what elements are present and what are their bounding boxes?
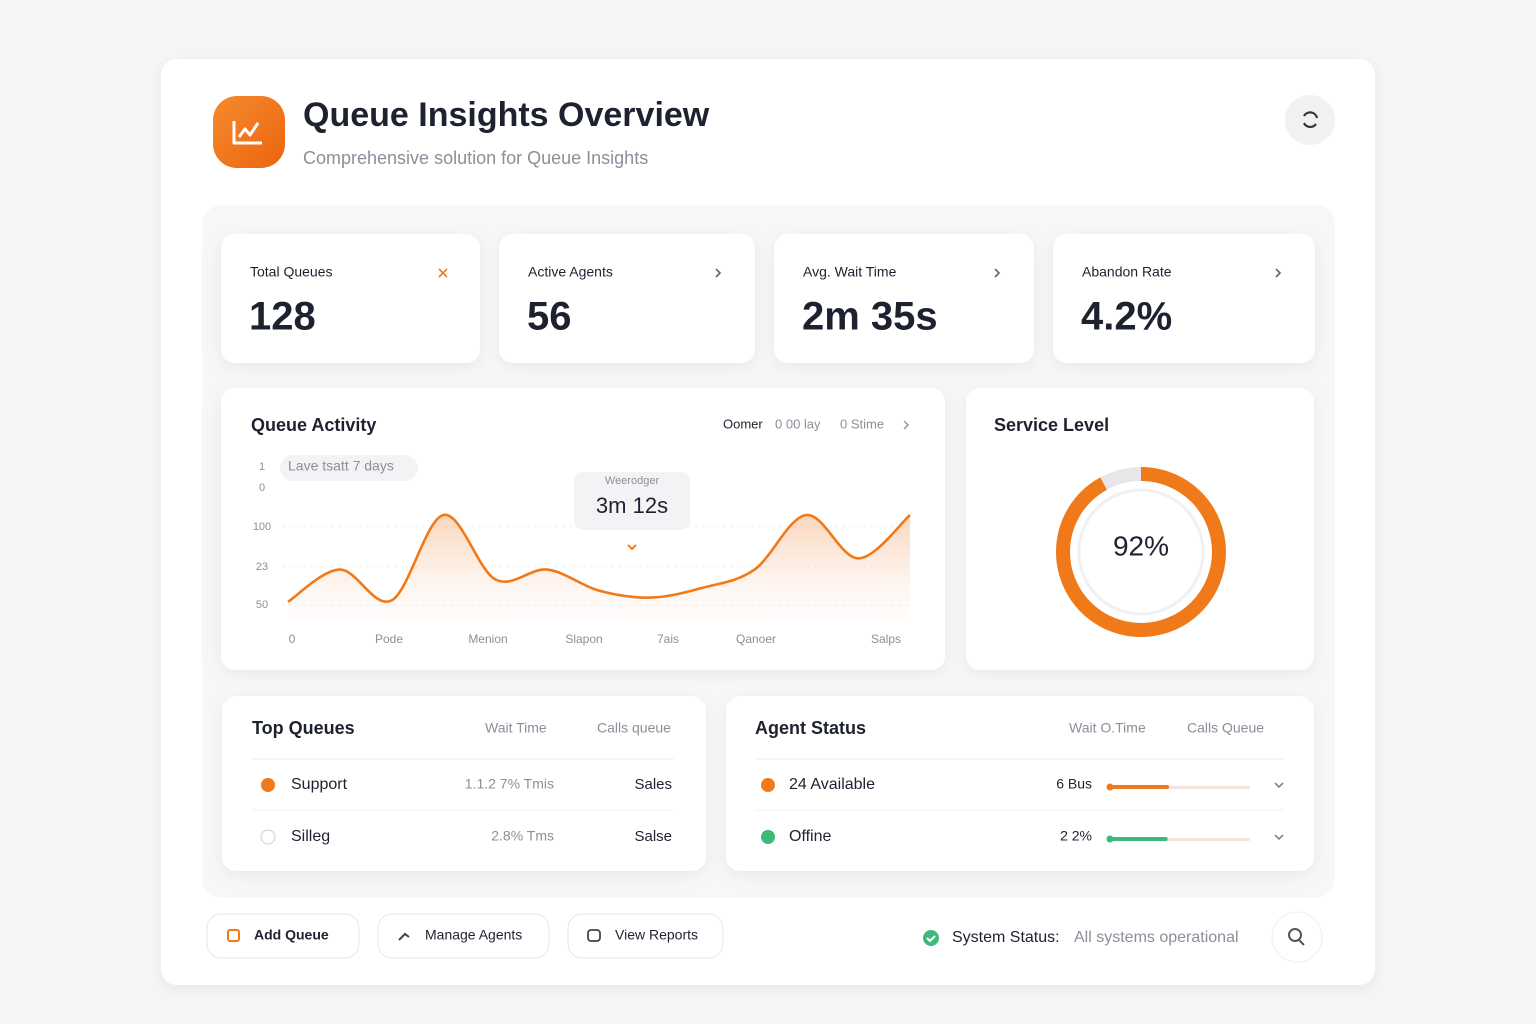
row-chevron: [1274, 782, 1284, 789]
y-tick-label: 1: [259, 461, 265, 473]
agent-label: 24 Available: [789, 776, 875, 793]
kpi-label: Avg. Wait Time: [803, 264, 897, 280]
status-label: System Status:: [952, 929, 1060, 946]
x-tick-label: Slapon: [565, 632, 602, 646]
row-chevron: [1274, 834, 1284, 841]
status-dot: [923, 930, 939, 946]
y-tick-label: 0: [259, 482, 265, 494]
x-tick-label: 0: [289, 632, 296, 646]
kpi-card: [774, 234, 1034, 363]
add-queue-button[interactable]: [206, 913, 360, 959]
agent-label: Offine: [789, 828, 832, 845]
manage-agents-button[interactable]: [377, 913, 550, 959]
button-icon: [227, 929, 240, 942]
search-button[interactable]: [1271, 911, 1323, 963]
x-tick-label: 7ais: [657, 632, 679, 646]
kpi-icon: [715, 268, 722, 278]
y-tick-label: 50: [256, 599, 268, 611]
kpi-icon: [438, 268, 448, 278]
activity-filter[interactable]: 0 00 lay: [775, 416, 821, 431]
search-icon: [1298, 939, 1305, 946]
chevron: [903, 420, 910, 430]
search-icon: [1288, 928, 1302, 942]
progress-bar: [1108, 785, 1170, 789]
button-label: View Reports: [615, 927, 698, 943]
refresh-icon: [1303, 111, 1319, 129]
agent-dot: [761, 778, 775, 792]
area: [288, 514, 910, 620]
kpi-value: 128: [249, 295, 316, 339]
queue-calls: Sales: [634, 776, 672, 793]
x-tick-label: Qanoer: [736, 632, 776, 646]
column-header[interactable]: Wait O.Time: [1069, 720, 1146, 736]
kpi-icon: [1275, 268, 1282, 278]
tooltip-caret: [627, 544, 637, 551]
column-header[interactable]: Calls Queue: [1187, 720, 1264, 736]
line: [287, 513, 911, 604]
kpi-label: Total Queues: [250, 264, 333, 280]
queue-wait: 1.1.2 7% Tmis: [465, 776, 554, 792]
kpi-value: 4.2%: [1081, 295, 1172, 339]
x-tick-label: Menion: [468, 632, 507, 646]
actions: Add Queue Manage Agents View Reports: [206, 913, 724, 959]
progress-knob: [1106, 835, 1114, 843]
refresh-button[interactable]: [1285, 95, 1335, 145]
kpi-card: [221, 234, 480, 363]
queue-name: Support: [291, 776, 348, 793]
tooltip-label: Weerodger: [605, 475, 660, 487]
agent-card: [726, 696, 1314, 871]
button-icon: [398, 932, 410, 941]
status-text: All systems operational: [1074, 929, 1239, 946]
button-label: Manage Agents: [425, 927, 522, 943]
subtitle: Comprehensive solution for Queue Insight…: [303, 148, 648, 168]
progress-knob: [1106, 783, 1114, 791]
tooltip: [574, 472, 690, 530]
x-tick-label: Pode: [375, 632, 403, 646]
status-check: [926, 935, 936, 943]
range-pill[interactable]: [280, 455, 418, 481]
activity-filter[interactable]: 0 Stime: [840, 416, 884, 431]
queue-dot: [260, 829, 276, 845]
donut-inner: [1077, 488, 1205, 616]
queue-wait: 2.8% Tms: [491, 828, 554, 844]
kpi-icon: [994, 268, 1001, 278]
column-header[interactable]: Calls queue: [597, 720, 671, 736]
x-tick-label: Salps: [871, 632, 901, 646]
kpi-label: Active Agents: [528, 264, 613, 280]
agent-value: 6 Bus: [1056, 776, 1092, 792]
button-label: Add Queue: [254, 927, 329, 943]
y-tick-label: 100: [253, 521, 271, 533]
top-queues-title: Top Queues: [252, 718, 355, 738]
title: Queue Insights Overview: [303, 96, 710, 134]
activity-title: Queue Activity: [251, 415, 376, 435]
kpi-label: Abandon Rate: [1082, 264, 1172, 280]
activity-filter[interactable]: Oomer: [723, 416, 763, 431]
range-label: Lave tsatt 7 days: [288, 458, 394, 474]
logo-icon: [232, 121, 262, 145]
kpi-card: [499, 234, 755, 363]
column-header[interactable]: Wait Time: [485, 720, 547, 736]
kpi-value: 56: [527, 295, 572, 339]
progress-bar: [1108, 837, 1168, 841]
top-queues-card: [222, 696, 706, 871]
queue-dot: [261, 778, 275, 792]
tooltip-value: 3m 12s: [596, 493, 668, 518]
kpi-card: [1053, 234, 1315, 363]
view-reports-button[interactable]: [567, 913, 724, 959]
activity-chart: 1 0 100 23 50 0 Pode Menion Slapon 7ais Qanoer Salp…: [253, 461, 911, 646]
y-tick-label: 23: [256, 561, 268, 573]
kpi-value: 2m 35s: [802, 295, 938, 339]
service-title: Service Level: [994, 415, 1109, 435]
agent-dot: [761, 830, 775, 844]
agent-value: 2 2%: [1060, 828, 1092, 844]
agent-rows: 24 Available 6 Bus Offine 2 2%: [761, 776, 1284, 845]
queue-name: Silleg: [291, 828, 330, 845]
queue-calls: Salse: [634, 828, 672, 845]
agent-title: Agent Status: [755, 718, 866, 738]
button-icon: [587, 929, 601, 942]
donut-arc: [1056, 467, 1226, 637]
service-value: 92%: [1113, 530, 1169, 561]
